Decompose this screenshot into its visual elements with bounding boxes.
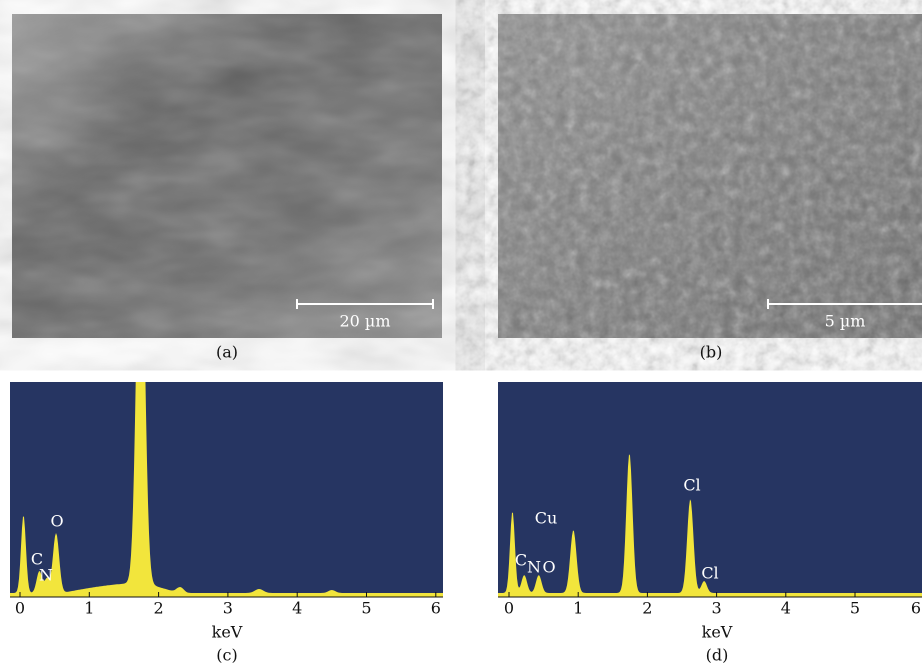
sem-texture bbox=[12, 14, 442, 338]
x-tick-label: 5 bbox=[361, 599, 371, 618]
peak-label: Cl bbox=[701, 564, 718, 583]
spectrum-background bbox=[10, 382, 443, 597]
x-tick-label: 3 bbox=[712, 599, 722, 618]
x-tick-label: 5 bbox=[850, 599, 860, 618]
caption: (a) bbox=[216, 343, 238, 362]
x-tick-label: 2 bbox=[642, 599, 652, 618]
peak-label: O bbox=[50, 512, 63, 531]
peak-label: Cu bbox=[535, 509, 558, 528]
x-axis-label: keV bbox=[212, 623, 243, 642]
caption: (c) bbox=[216, 646, 237, 665]
figure: 20 µm (a) 5 µm (b) keV (c) keV (d) 0 1 2 3 4… bbox=[0, 0, 922, 667]
x-tick-label: 4 bbox=[781, 599, 791, 618]
peak-label: N bbox=[39, 566, 53, 585]
peak-label: O bbox=[542, 558, 555, 577]
x-tick-label: 3 bbox=[223, 599, 233, 618]
sem-texture bbox=[498, 14, 922, 338]
peak-label: Cl bbox=[683, 476, 700, 495]
peak-label: C bbox=[515, 551, 527, 570]
scale-bar-label: 5 µm bbox=[825, 312, 866, 331]
x-tick-label: 6 bbox=[911, 599, 921, 618]
x-tick-label: 4 bbox=[292, 599, 302, 618]
x-tick-label: 1 bbox=[84, 599, 94, 618]
caption: (b) bbox=[700, 343, 723, 362]
x-tick-label: 6 bbox=[431, 599, 441, 618]
x-tick-label: 0 bbox=[15, 599, 25, 618]
x-tick-label: 0 bbox=[504, 599, 514, 618]
caption: (d) bbox=[706, 646, 729, 665]
x-tick-label: 2 bbox=[154, 599, 164, 618]
x-tick-label: 1 bbox=[573, 599, 583, 618]
peak-label: N bbox=[527, 558, 541, 577]
scale-bar-label: 20 µm bbox=[339, 312, 390, 331]
x-axis-label: keV bbox=[702, 623, 733, 642]
